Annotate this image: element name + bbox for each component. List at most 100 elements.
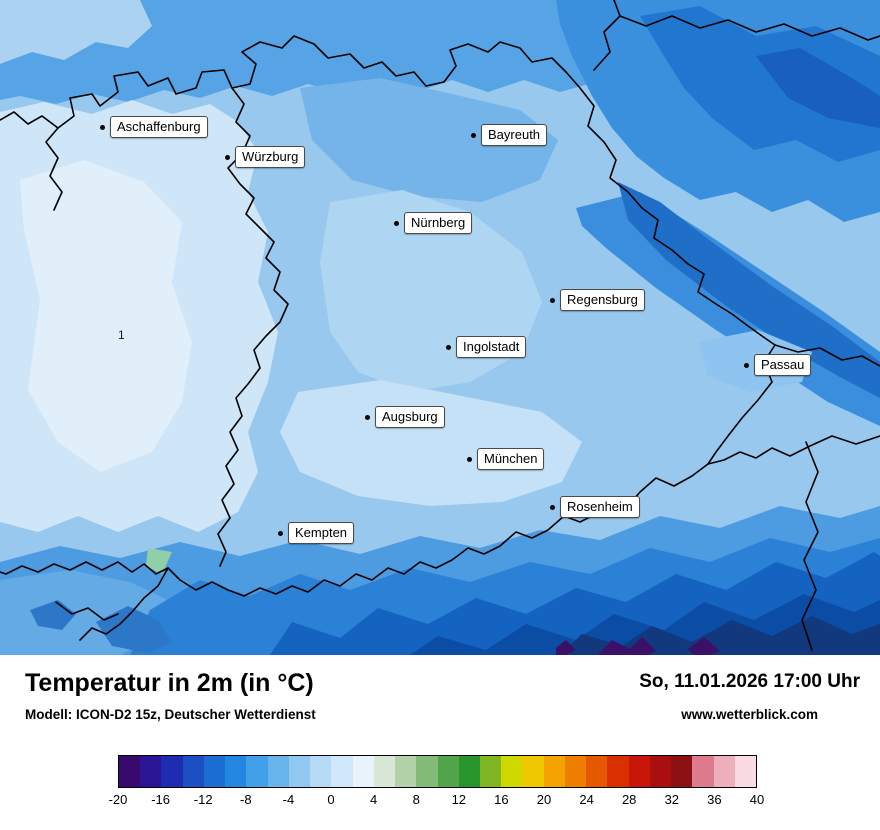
border-bodensee-2	[55, 601, 119, 621]
city-dot	[394, 220, 399, 226]
legend-cell	[586, 756, 608, 787]
city-dot	[550, 297, 555, 303]
datetime-label: So, 11.01.2026 17:00 Uhr	[639, 671, 860, 692]
legend-cell	[437, 756, 459, 787]
legend-tick-label: 0	[327, 792, 335, 807]
legend-tick-label: 20	[536, 792, 552, 807]
city-dot	[467, 456, 472, 462]
website-label: www.wetterblick.com	[681, 707, 819, 722]
city-marker-augsburg: Augsburg	[365, 406, 445, 428]
legend-cell	[543, 756, 565, 787]
page-title: Temperatur in 2m (in °C)	[25, 669, 314, 697]
footer-right-block: So, 11.01.2026 17:00 Uhr www.wetterblick…	[639, 671, 860, 722]
legend-tick-label: 12	[451, 792, 467, 807]
city-dot	[365, 414, 370, 420]
border-czech-east	[774, 344, 880, 367]
legend-cell	[692, 756, 714, 787]
legend-cell	[182, 756, 204, 787]
city-marker-aschaffenburg: Aschaffenburg	[100, 116, 208, 138]
legend-tick-label: -12	[193, 792, 213, 807]
legend-tick-label: 4	[369, 792, 378, 807]
temp-region-west-lightest	[20, 160, 192, 472]
temp-region-south-pale	[280, 380, 582, 506]
city-label: Passau	[754, 354, 812, 376]
temp-region-ne-darker	[640, 6, 880, 162]
legend-cell	[225, 756, 247, 787]
border-lines	[0, 0, 880, 651]
legend-cell	[416, 756, 438, 787]
legend-cell	[671, 756, 693, 787]
legend-tick-label: 16	[494, 792, 509, 807]
temp-region-ne-darkest	[756, 48, 880, 128]
legend-tick-label: -8	[240, 792, 252, 807]
border-topright-1	[593, 0, 621, 71]
legend-cell	[395, 756, 417, 787]
legend-tick-label: 32	[664, 792, 680, 807]
city-marker-passau: Passau	[744, 354, 812, 376]
legend-cell	[734, 756, 757, 787]
legend-cell	[713, 756, 735, 787]
city-label: München	[477, 448, 545, 470]
border-bodensee-1	[79, 567, 169, 641]
legend-cell	[458, 756, 480, 787]
temperature-field	[0, 0, 880, 655]
legend-tick-label: -16	[151, 792, 170, 807]
city-marker-bayreuth: Bayreuth	[471, 124, 548, 146]
city-label: Nürnberg	[404, 212, 473, 234]
legend-cell	[352, 756, 374, 787]
lake-constance	[146, 548, 172, 574]
city-marker-mnchen: München	[467, 448, 545, 470]
legend-tick-label: 40	[749, 792, 765, 807]
border-north	[57, 35, 567, 129]
legend-tick-label: 24	[579, 792, 594, 807]
temp-region-topleft-light	[0, 0, 152, 64]
legend-cell	[331, 756, 353, 787]
city-label: Regensburg	[560, 289, 645, 311]
city-dot	[100, 124, 105, 130]
legend-colorbar	[118, 755, 757, 788]
legend-cell	[267, 756, 289, 787]
temp-region-bl-dark-1	[96, 606, 172, 653]
city-dot	[446, 344, 451, 350]
map-region-label: 1	[118, 328, 125, 342]
legend-tick-label: -4	[282, 792, 295, 807]
city-markers-layer: Aschaffenburg Würzburg Bayreuth Nürnberg Reg…	[100, 116, 812, 544]
legend-cell	[310, 756, 332, 787]
border-bavaria-bw	[217, 87, 289, 567]
legend-tick-label: 36	[707, 792, 722, 807]
legend-tick-label: 28	[621, 792, 637, 807]
border-alps-vertical	[801, 441, 819, 651]
city-label: Rosenheim	[560, 496, 640, 518]
border-hessen-2	[0, 111, 59, 129]
temp-region-north-center	[300, 78, 558, 202]
legend-tick-label: 8	[412, 792, 420, 807]
legend-cell	[246, 756, 268, 787]
legend-cell	[140, 756, 162, 787]
city-label: Ingolstadt	[456, 336, 527, 358]
legend-ticks: -20 -16 -12 -8 -4 0 4 8 12 16 20 24 28 32 36 40	[109, 792, 765, 810]
legend-cell	[501, 756, 523, 787]
city-dot	[471, 132, 476, 138]
temp-region-alps-purple-2	[688, 637, 720, 655]
city-marker-kempten: Kempten	[278, 522, 355, 544]
city-dot	[225, 154, 230, 160]
temp-region-east-core	[618, 182, 880, 398]
city-marker-nrnberg: Nürnberg	[394, 212, 473, 234]
city-marker-ingolstadt: Ingolstadt	[446, 336, 527, 358]
legend-cell	[607, 756, 629, 787]
city-marker-rosenheim: Rosenheim	[550, 496, 640, 518]
city-label: Bayreuth	[481, 124, 548, 146]
legend-tick-label: -20	[108, 792, 128, 807]
temp-region-alps-purple-3	[556, 640, 576, 655]
legend-cell	[649, 756, 672, 787]
city-label: Aschaffenburg	[110, 116, 208, 138]
city-label: Augsburg	[375, 406, 445, 428]
model-info-label: Modell: ICON-D2 15z, Deutscher Wetterdie…	[25, 707, 316, 722]
city-dot	[278, 530, 283, 536]
city-marker-wrzburg: Würzburg	[225, 146, 306, 168]
city-marker-regensburg: Regensburg	[550, 289, 645, 311]
border-topright-2	[619, 15, 880, 41]
legend-cell	[479, 756, 502, 787]
border-hessen-1	[45, 127, 63, 211]
